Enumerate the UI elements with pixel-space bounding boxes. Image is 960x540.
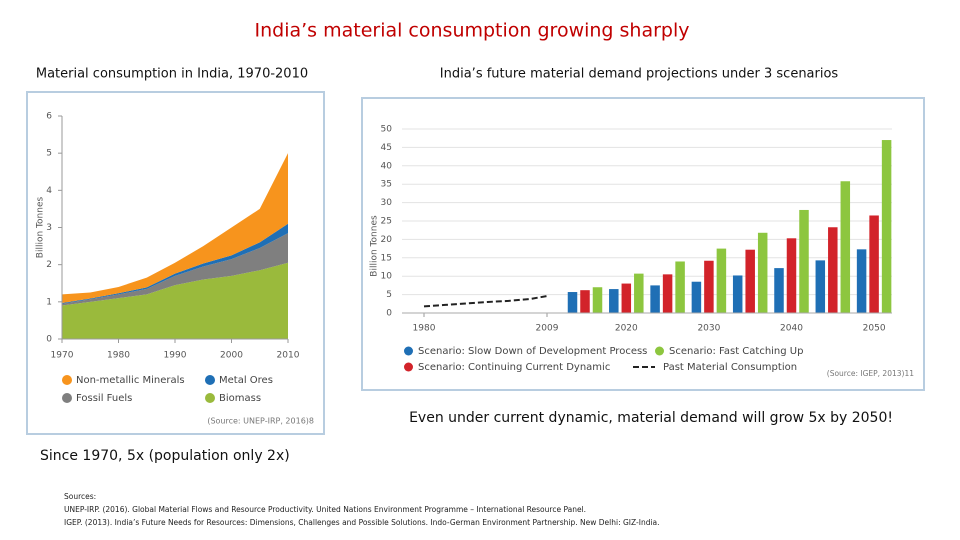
source-line: IGEP. (2013). India’s Future Needs for R… (64, 518, 660, 527)
source-line: Sources: (64, 492, 96, 501)
y-axis-label: Billion Tonnes (36, 197, 46, 259)
bar (704, 260, 714, 313)
x-tick-label: 2010 (277, 351, 300, 361)
bar (856, 249, 867, 313)
legend-label: Fossil Fuels (76, 393, 132, 404)
area (62, 233, 288, 306)
y-tick-label: 0 (386, 309, 392, 319)
x-tick-label: 1980 (413, 324, 436, 334)
bar (786, 238, 797, 313)
chart-title: Material consumption in India, 1970-2010 (36, 67, 308, 82)
y-axis-label: Billion Tonnes (370, 215, 380, 277)
bar (799, 209, 809, 313)
source-line: UNEP-IRP. (2016). Global Material Flows … (64, 505, 586, 514)
bar (840, 181, 851, 313)
x-tick-label: 2040 (780, 324, 803, 334)
legend-swatch (62, 393, 72, 403)
legend-swatch (205, 375, 215, 385)
bar (757, 232, 768, 313)
source-note: (Source: IGEP, 2013)11 (827, 369, 914, 378)
bar (650, 285, 660, 313)
bar (567, 292, 578, 313)
x-tick-label: 1990 (164, 351, 187, 361)
y-tick-label: 40 (381, 161, 393, 171)
chart-title: India’s future material demand projectio… (440, 67, 839, 82)
y-tick-label: 50 (381, 125, 393, 135)
y-tick-label: 4 (46, 186, 52, 196)
legend-label: Scenario: Slow Down of Development Proce… (418, 346, 647, 357)
x-tick-label: 2020 (615, 324, 638, 334)
y-tick-label: 3 (46, 223, 52, 233)
x-tick-label: 1980 (107, 351, 130, 361)
x-tick-label: 2000 (220, 351, 243, 361)
bar (580, 290, 590, 313)
slide-title: India’s material consumption growing sha… (254, 20, 689, 42)
caption: Since 1970, 5x (population only 2x) (40, 448, 290, 464)
y-tick-label: 20 (381, 235, 393, 245)
caption: Even under current dynamic, material dem… (409, 410, 893, 426)
legend-label: Non-metallic Minerals (76, 375, 185, 386)
line (423, 295, 548, 308)
bar (828, 227, 838, 313)
bar (815, 260, 826, 313)
source-note: (Source: UNEP-IRP, 2016)8 (207, 417, 314, 426)
y-tick-label: 45 (381, 143, 392, 153)
bar (869, 215, 879, 313)
y-tick-label: 5 (46, 149, 52, 159)
bar (774, 268, 784, 313)
y-tick-label: 30 (381, 198, 393, 208)
bar (634, 273, 644, 313)
bar (592, 287, 603, 313)
bar (621, 283, 632, 313)
legend-swatch (404, 362, 413, 372)
bar (716, 248, 727, 313)
bar (691, 281, 702, 313)
y-tick-label: 6 (46, 112, 52, 122)
y-tick-label: 35 (381, 180, 392, 190)
bar (732, 275, 743, 313)
legend-swatch (205, 393, 215, 403)
legend-swatch (404, 346, 413, 356)
legend-swatch (62, 375, 72, 385)
bar (745, 249, 755, 313)
bar (881, 140, 892, 313)
legend-label: Past Material Consumption (663, 362, 797, 373)
y-tick-label: 15 (381, 253, 392, 263)
x-tick-label: 2050 (863, 324, 886, 334)
y-tick-label: 2 (46, 260, 52, 270)
area (62, 262, 288, 339)
y-tick-label: 1 (46, 297, 52, 307)
legend-label: Biomass (219, 393, 261, 404)
bar (609, 289, 619, 313)
x-tick-label: 2030 (697, 324, 720, 334)
area (62, 153, 288, 303)
x-tick-label: 2009 (536, 324, 559, 334)
legend-label: Metal Ores (219, 375, 273, 386)
y-tick-label: 25 (381, 217, 392, 227)
y-tick-label: 10 (381, 272, 393, 282)
bar (662, 274, 673, 313)
bar (675, 261, 685, 313)
legend-label: Scenario: Fast Catching Up (669, 346, 803, 357)
legend-label: Scenario: Continuing Current Dynamic (418, 362, 610, 373)
x-tick-label: 1970 (51, 351, 74, 361)
y-tick-label: 0 (46, 335, 52, 345)
y-tick-label: 5 (386, 290, 392, 300)
legend-swatch (655, 346, 664, 356)
